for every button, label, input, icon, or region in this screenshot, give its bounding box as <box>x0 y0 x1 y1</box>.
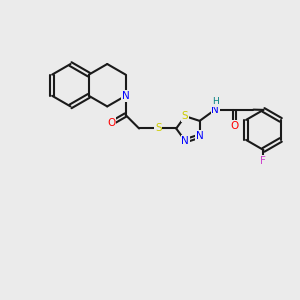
Text: H: H <box>212 97 218 106</box>
Text: S: S <box>155 124 162 134</box>
Text: S: S <box>182 111 188 121</box>
Text: N: N <box>211 105 219 115</box>
Text: N: N <box>122 91 130 101</box>
Text: F: F <box>260 156 266 166</box>
Text: O: O <box>230 121 238 131</box>
Text: N: N <box>196 131 203 141</box>
Text: O: O <box>107 118 116 128</box>
Text: N: N <box>181 136 189 146</box>
